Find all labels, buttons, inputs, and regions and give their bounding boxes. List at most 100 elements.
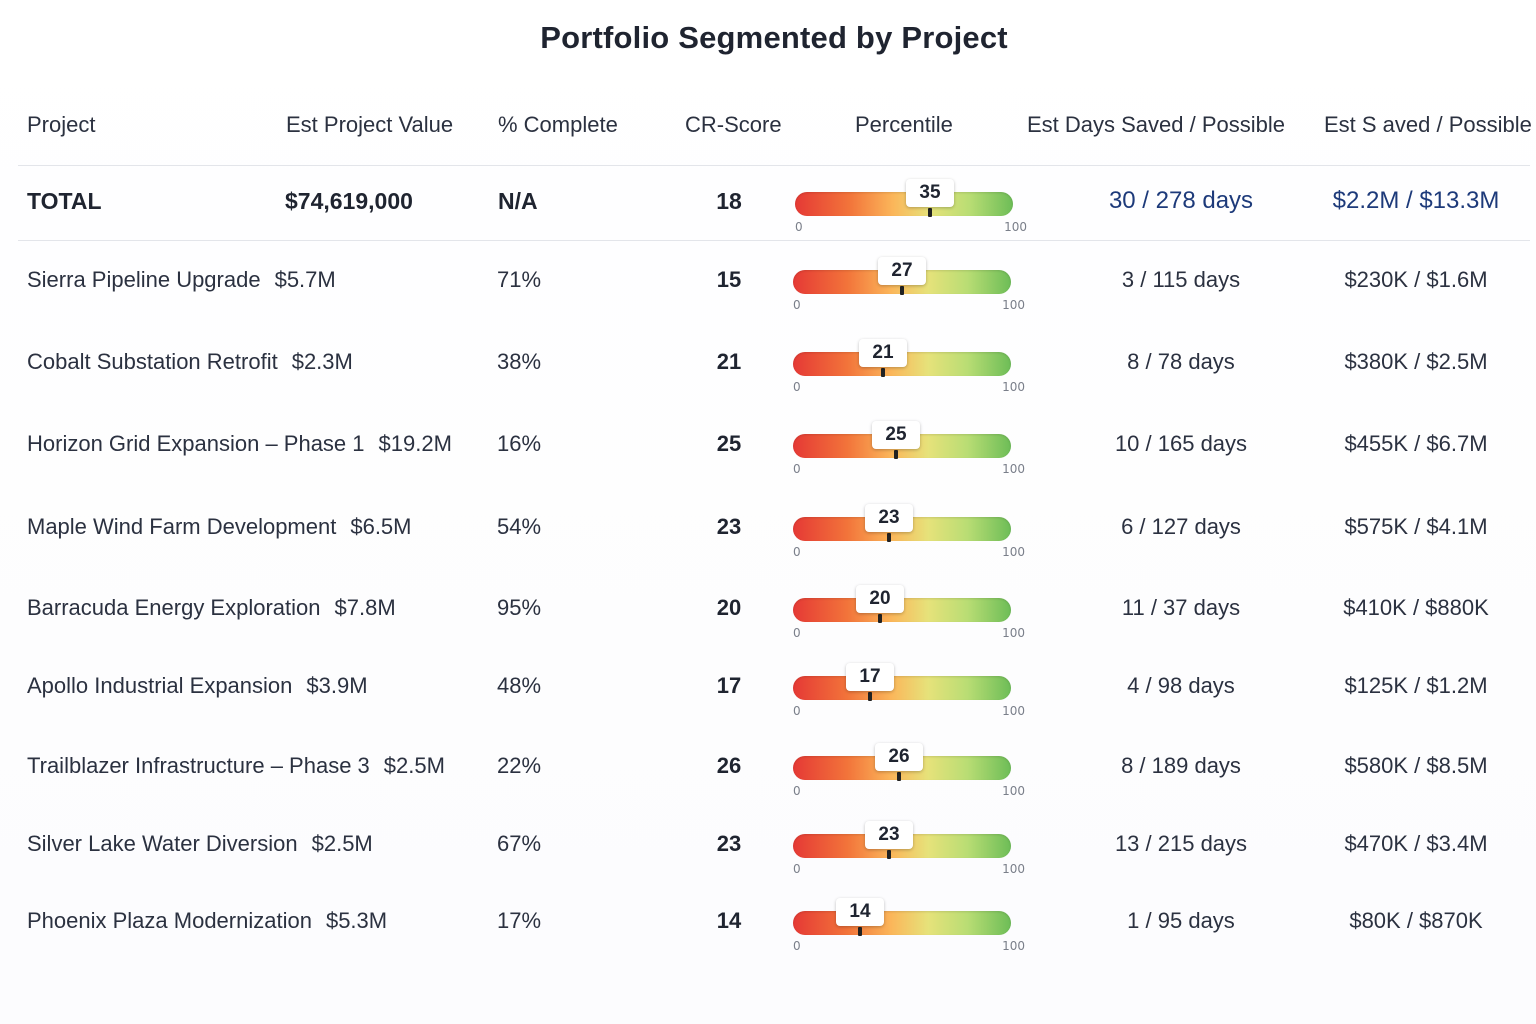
project-complete: 54%: [497, 514, 542, 539]
project-saved: $575K / $4.1M: [1344, 514, 1488, 539]
gauge-max-label: 100: [1002, 784, 1025, 798]
table-row[interactable]: Silver Lake Water Diversion $2.5M 67% 23 …: [0, 814, 1536, 876]
project-name-value: Horizon Grid Expansion – Phase 1 $19.2M: [27, 414, 452, 474]
gauge-min-label: 0: [793, 462, 801, 476]
project-complete: 38%: [497, 349, 542, 374]
project-days: 4 / 98 days: [1127, 673, 1235, 698]
project-name: Apollo Industrial Expansion: [27, 673, 293, 698]
gauge-max-label: 100: [1002, 704, 1025, 718]
gauge-min-label: 0: [793, 704, 801, 718]
project-complete: 22%: [497, 753, 542, 778]
gauge-marker: [878, 614, 882, 623]
table-row[interactable]: Phoenix Plaza Modernization $5.3M 17% 14 …: [0, 891, 1536, 953]
project-days: 8 / 78 days: [1127, 349, 1235, 374]
project-saved: $470K / $3.4M: [1344, 831, 1488, 856]
table-row[interactable]: Sierra Pipeline Upgrade $5.7M 71% 15 27 0…: [0, 250, 1536, 312]
header-days[interactable]: Est Days Saved / Possible: [1027, 112, 1286, 137]
table-row[interactable]: Maple Wind Farm Development $6.5M 54% 23 …: [0, 497, 1536, 559]
gauge-marker: [894, 450, 898, 459]
total-row[interactable]: TOTAL $74,619,000 N/A 18 35 0 100 30 / 2…: [0, 171, 1536, 234]
percentile-gauge: 35 0 100: [795, 179, 1027, 234]
gauge-max-label: 100: [1002, 462, 1025, 476]
gauge-max-label: 100: [1002, 298, 1025, 312]
gauge-value-label: 23: [865, 821, 913, 849]
table-row[interactable]: Barracuda Energy Exploration $7.8M 95% 20…: [0, 578, 1536, 640]
percentile-gauge: 26 0 100: [793, 743, 1025, 798]
gauge-min-label: 0: [793, 784, 801, 798]
project-score: 23: [716, 831, 742, 856]
project-saved: $410K / $880K: [1343, 595, 1489, 620]
header-saved[interactable]: Est S aved / Possible: [1324, 112, 1532, 137]
project-days: 6 / 127 days: [1121, 514, 1241, 539]
project-saved: $380K / $2.5M: [1344, 349, 1488, 374]
percentile-gauge: 21 0 100: [793, 339, 1025, 394]
gauge-min-label: 0: [793, 380, 801, 394]
header-score[interactable]: CR-Score: [685, 112, 782, 137]
gauge-min-label: 0: [793, 939, 801, 953]
project-value: $2.3M: [291, 349, 353, 374]
project-value: $5.3M: [325, 908, 388, 933]
project-name: Barracuda Energy Exploration: [27, 595, 321, 620]
project-score: 20: [716, 595, 742, 620]
project-score: 15: [716, 267, 742, 292]
total-days: 30 / 278 days: [1108, 187, 1254, 214]
project-name-value: Trailblazer Infrastructure – Phase 3 $2.5…: [27, 736, 445, 796]
header-value[interactable]: Est Project Value: [286, 112, 454, 137]
project-name-value: Apollo Industrial Expansion $3.9M: [27, 656, 368, 716]
header-project[interactable]: Project: [27, 112, 96, 137]
project-score: 14: [716, 908, 742, 933]
project-value: $2.5M: [311, 831, 373, 856]
project-name: Maple Wind Farm Development: [27, 514, 337, 539]
project-name: Cobalt Substation Retrofit: [27, 349, 278, 374]
project-name: Trailblazer Infrastructure – Phase 3: [27, 753, 370, 778]
gauge-marker: [928, 208, 932, 217]
table-row[interactable]: Trailblazer Infrastructure – Phase 3 $2.5…: [0, 736, 1536, 798]
project-value: $7.8M: [334, 595, 396, 620]
total-value: $74,619,000: [285, 188, 413, 214]
project-complete: 17%: [497, 908, 542, 933]
table-row[interactable]: Horizon Grid Expansion – Phase 1 $19.2M 1…: [0, 414, 1536, 476]
percentile-gauge: 23 0 100: [793, 821, 1025, 876]
header-percentile[interactable]: Percentile: [855, 112, 953, 137]
project-saved: $455K / $6.7M: [1344, 431, 1488, 456]
header-complete[interactable]: % Complete: [498, 112, 618, 137]
project-name-value: Maple Wind Farm Development $6.5M: [27, 497, 412, 557]
percentile-gauge: 20 0 100: [793, 585, 1025, 640]
total-complete: N/A: [498, 188, 538, 214]
total-score: 18: [716, 188, 742, 214]
project-days: 13 / 215 days: [1114, 831, 1248, 856]
project-complete: 67%: [497, 831, 542, 856]
gauge-value-label: 21: [859, 339, 907, 367]
project-saved: $230K / $1.6M: [1344, 267, 1488, 292]
project-saved: $125K / $1.2M: [1344, 673, 1488, 698]
gauge-marker: [868, 692, 872, 701]
gauge-value-label: 25: [872, 421, 920, 449]
project-value: $19.2M: [378, 431, 452, 456]
gauge-marker: [900, 286, 904, 295]
table-row[interactable]: Apollo Industrial Expansion $3.9M 48% 17 …: [0, 656, 1536, 718]
project-name-value: Phoenix Plaza Modernization $5.3M: [27, 891, 387, 951]
gauge-marker: [897, 772, 901, 781]
project-days: 8 / 189 days: [1121, 753, 1241, 778]
project-complete: 48%: [497, 673, 542, 698]
gauge-value-label: 17: [846, 663, 894, 691]
gauge-max-label: 100: [1002, 380, 1025, 394]
gauge-min-label: 0: [793, 626, 801, 640]
table-row[interactable]: Cobalt Substation Retrofit $2.3M 38% 21 2…: [0, 332, 1536, 394]
project-score: 23: [716, 514, 742, 539]
project-days: 11 / 37 days: [1121, 595, 1241, 620]
gauge-marker: [881, 368, 885, 377]
gauge-min-label: 0: [793, 545, 801, 559]
gauge-max-label: 100: [1002, 939, 1025, 953]
project-name: Horizon Grid Expansion – Phase 1: [27, 431, 365, 456]
gauge-max-label: 100: [1004, 220, 1027, 234]
gauge-marker: [887, 533, 891, 542]
project-complete: 71%: [497, 267, 542, 292]
gauge-value-label: 20: [856, 585, 904, 613]
gauge-value-label: 14: [836, 898, 884, 926]
project-saved: $80K / $870K: [1349, 908, 1483, 933]
gauge-bar: [793, 676, 1011, 700]
project-score: 21: [716, 349, 742, 374]
gauge-marker: [887, 850, 891, 859]
